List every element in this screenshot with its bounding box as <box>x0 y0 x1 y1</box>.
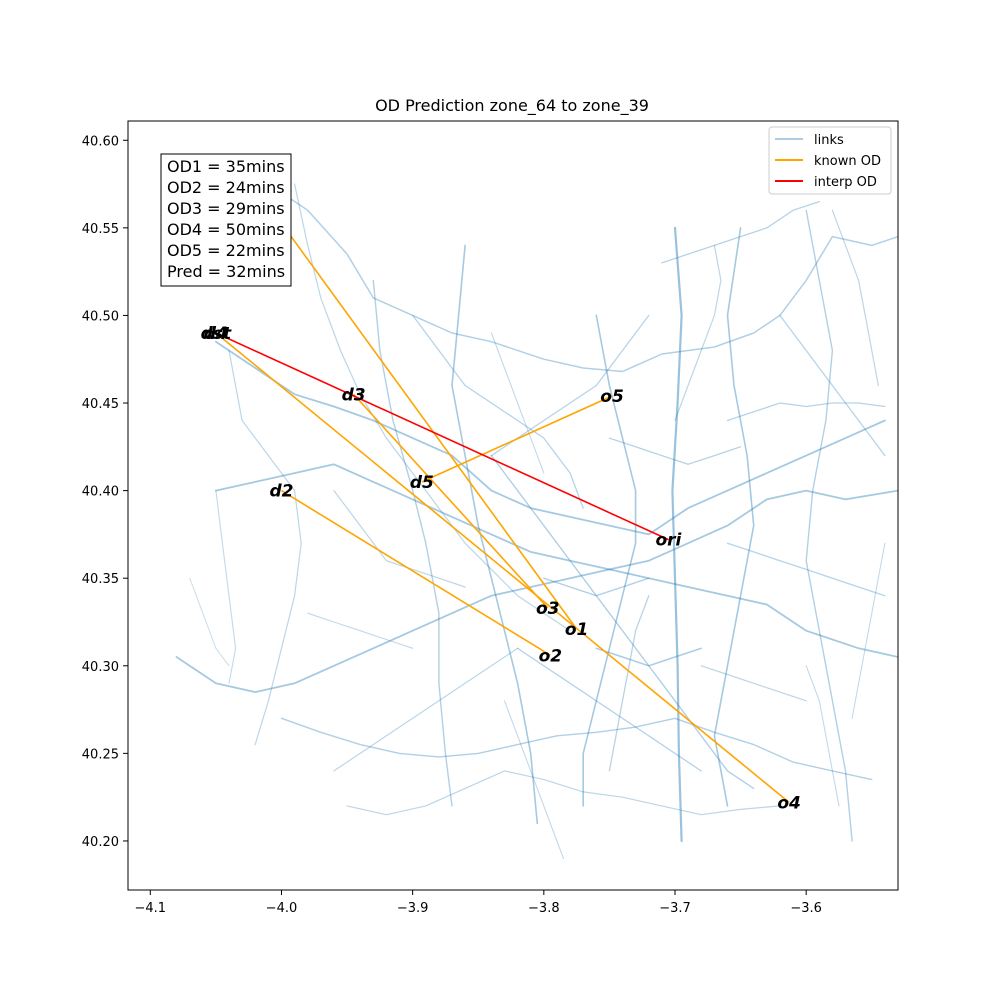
od-label-d5: d5 <box>410 473 434 493</box>
known-od-line-o2 <box>281 489 551 656</box>
y-tick-label: 40.30 <box>82 660 119 675</box>
od-label-o5: o5 <box>600 387 624 407</box>
y-tick-label: 40.40 <box>82 485 119 500</box>
od-label-d3: d3 <box>342 385 366 405</box>
legend-label-links: links <box>814 133 844 148</box>
road-link-32 <box>700 665 807 702</box>
interp-od-line-ori <box>215 332 669 541</box>
road-link-2 <box>215 340 886 536</box>
road-link-6 <box>346 770 781 816</box>
road-link-23 <box>333 490 466 588</box>
x-tick-label: −4.0 <box>266 901 298 916</box>
legend-label-interp-od: interp OD <box>814 175 877 190</box>
od-label-d2: d2 <box>269 482 293 502</box>
od-label-o2: o2 <box>539 646 563 666</box>
road-link-17 <box>779 314 886 457</box>
road-link-10 <box>805 209 853 842</box>
road-link-19 <box>661 200 820 264</box>
road-link-16 <box>490 454 755 790</box>
road-link-31 <box>851 542 886 719</box>
road-link-25 <box>516 647 702 772</box>
road-link-14 <box>215 490 237 684</box>
legend: links known OD interp OD <box>768 126 892 195</box>
road-link-29 <box>726 542 886 597</box>
chart-title: OD Prediction zone_64 to zone_39 <box>375 96 649 116</box>
road-link-15 <box>294 183 571 632</box>
y-tick-label: 40.50 <box>82 309 119 324</box>
y-tick-label: 40.55 <box>82 222 119 237</box>
road-link-20 <box>674 244 722 422</box>
known-od-line-o5 <box>421 395 613 483</box>
road-link-24 <box>333 647 519 772</box>
road-link-3 <box>215 463 898 571</box>
od4-summary: OD4 = 50mins <box>167 220 285 239</box>
od1-summary: OD1 = 35mins <box>167 157 285 176</box>
od-summary-frame <box>160 153 292 287</box>
road-link-8 <box>582 314 637 807</box>
od-summary-box: OD1 = 35mins OD2 = 24mins OD3 = 29mins O… <box>160 153 292 287</box>
od-label-ori: ori <box>655 531 682 551</box>
road-links-layer <box>175 183 898 860</box>
y-tick-label: 40.25 <box>82 747 119 762</box>
pred-summary: Pred = 32mins <box>167 262 285 281</box>
known-od-line-o3 <box>353 393 549 609</box>
od-label-d4: d4 <box>204 324 228 344</box>
legend-frame <box>768 126 892 195</box>
x-axis: −4.1 −4.0 −3.9 −3.8 −3.7 −3.6 <box>135 890 822 916</box>
y-tick-label: 40.45 <box>82 397 119 412</box>
x-tick-label: −3.9 <box>397 901 429 916</box>
x-tick-label: −3.7 <box>659 901 691 916</box>
y-tick-label: 40.60 <box>82 134 119 149</box>
road-link-38 <box>189 577 230 667</box>
x-tick-label: −3.6 <box>790 901 822 916</box>
known-od-line-o1 <box>263 199 578 630</box>
road-link-37 <box>307 612 414 649</box>
road-link-28 <box>726 402 886 422</box>
od3-summary: OD3 = 29mins <box>167 199 285 218</box>
y-tick-label: 40.20 <box>82 835 119 850</box>
road-link-11 <box>451 244 539 825</box>
road-link-4 <box>175 568 898 693</box>
road-link-35 <box>608 437 742 465</box>
road-link-9 <box>713 227 755 807</box>
known-od-line-o4 <box>215 332 790 804</box>
od2-summary: OD2 = 24mins <box>167 178 285 197</box>
plot-frame <box>127 120 899 891</box>
road-link-5 <box>280 717 873 781</box>
road-link-22 <box>412 314 584 509</box>
y-tick-label: 40.35 <box>82 572 119 587</box>
road-link-12 <box>372 279 453 807</box>
od-label-o1: o1 <box>565 620 589 640</box>
road-link-13 <box>228 349 302 746</box>
od5-summary: OD5 = 22mins <box>167 241 285 260</box>
od-label-o3: o3 <box>536 599 560 619</box>
road-link-33 <box>595 647 702 667</box>
od-label-o4: o4 <box>777 793 801 813</box>
road-link-26 <box>503 700 565 860</box>
road-link-21 <box>831 209 879 387</box>
x-tick-label: −4.1 <box>135 901 167 916</box>
y-axis: 40.20 40.25 40.30 40.35 40.40 40.45 40.50 40.55… <box>82 134 128 850</box>
road-link-1 <box>280 192 898 373</box>
road-link-34 <box>543 577 650 597</box>
legend-label-known-od: known OD <box>814 154 881 169</box>
x-tick-label: −3.8 <box>528 901 560 916</box>
od-label-dst: dst <box>201 324 232 344</box>
road-link-30 <box>805 665 840 807</box>
road-link-27 <box>608 595 650 772</box>
od-lines-layer <box>215 199 790 804</box>
road-link-7 <box>671 226 683 843</box>
road-link-36 <box>490 332 545 474</box>
